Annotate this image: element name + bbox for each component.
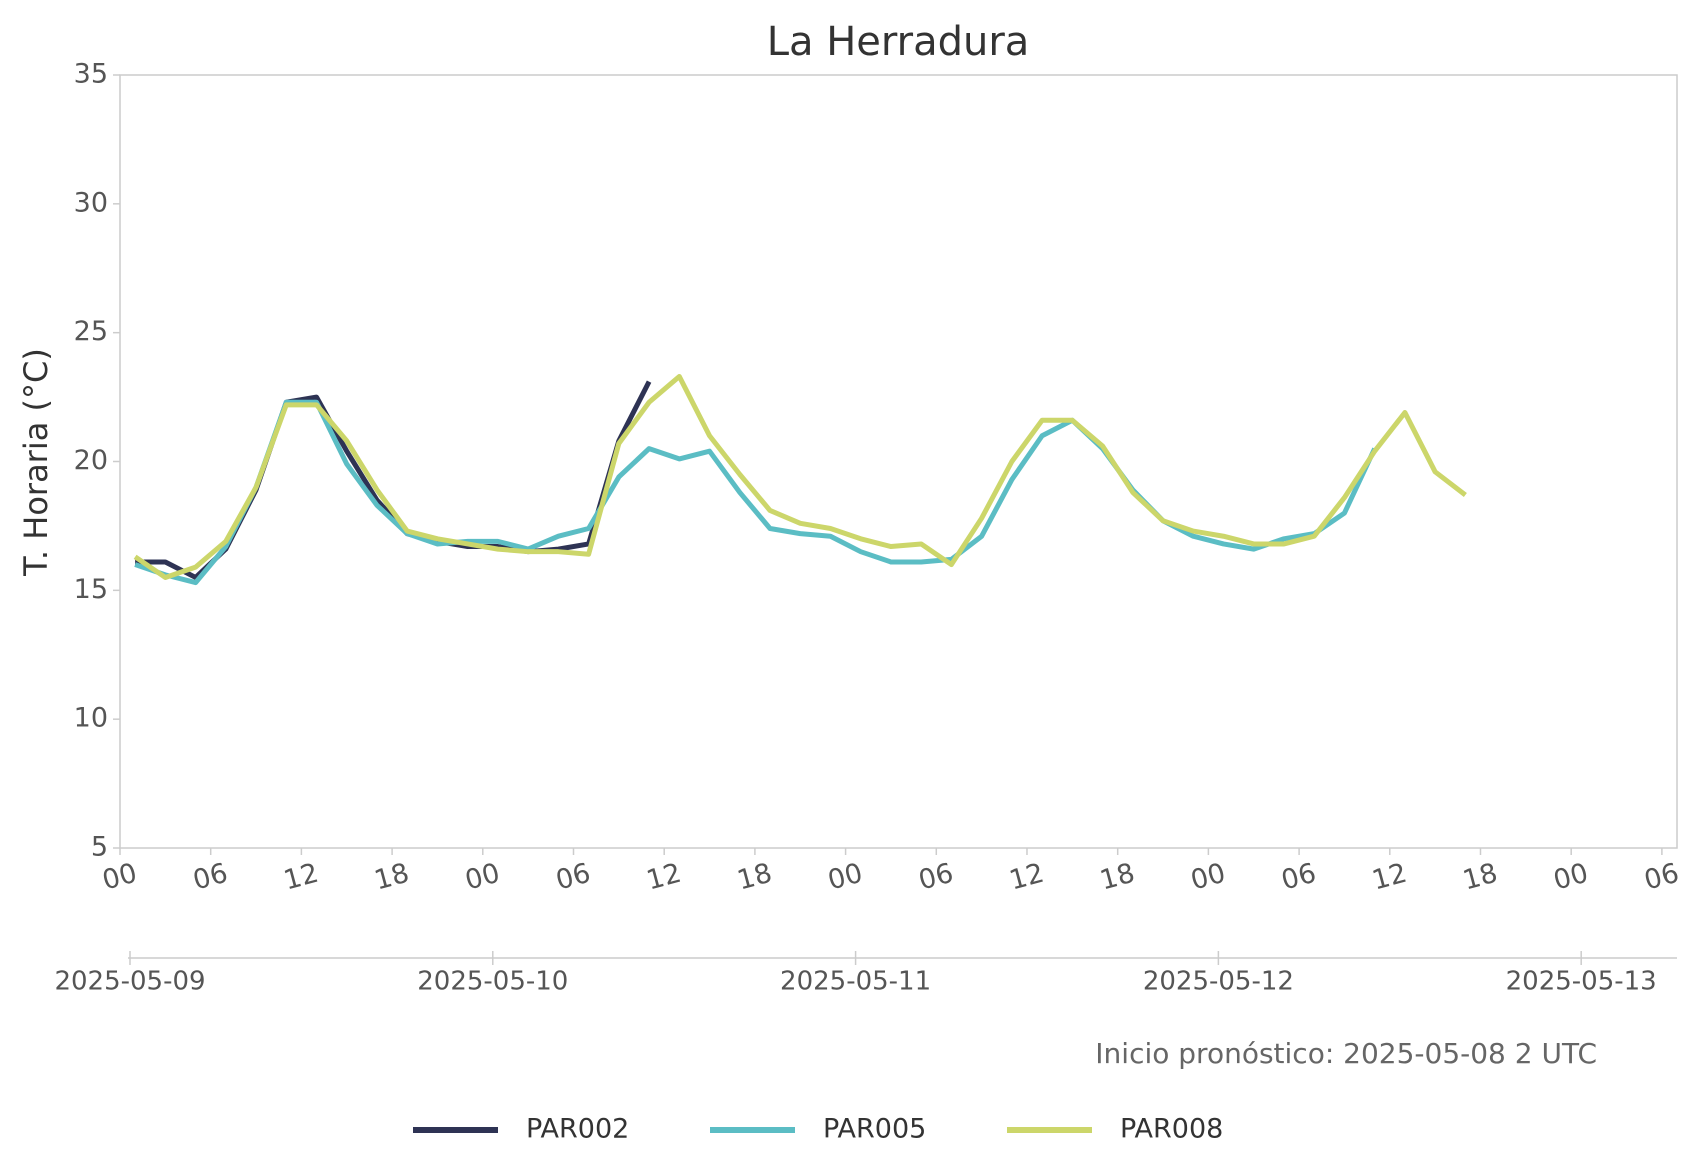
x-tick-label: 18 bbox=[1460, 858, 1501, 897]
x-tick-label: 06 bbox=[1278, 858, 1319, 897]
x-tick-label: 00 bbox=[99, 858, 140, 897]
date-tick-label: 2025-05-11 bbox=[780, 967, 931, 997]
y-tick-label: 25 bbox=[74, 316, 108, 347]
chart-title: La Herradura bbox=[767, 19, 1030, 65]
y-tick-label: 20 bbox=[74, 445, 108, 476]
x-tick-label: 18 bbox=[1097, 858, 1138, 897]
date-tick-label: 2025-05-10 bbox=[417, 967, 568, 997]
x-tick-label: 18 bbox=[371, 858, 412, 897]
x-tick-label: 00 bbox=[1550, 858, 1591, 897]
date-tick-label: 2025-05-09 bbox=[54, 967, 205, 997]
legend-label: PAR005 bbox=[823, 1114, 926, 1145]
x-tick-label: 00 bbox=[462, 858, 503, 897]
x-tick-label: 06 bbox=[915, 858, 956, 897]
x-tick-label: 18 bbox=[734, 858, 775, 897]
line bbox=[133, 373, 1467, 580]
x-tick-label: 12 bbox=[1006, 858, 1047, 897]
date-tick-label: 2025-05-13 bbox=[1506, 967, 1657, 997]
y-tick-label: 15 bbox=[74, 574, 108, 605]
x-tick-label: 12 bbox=[281, 858, 322, 897]
x-tick-label: 12 bbox=[1369, 858, 1410, 897]
y-tick-label: 35 bbox=[74, 59, 108, 90]
x-tick-label: 12 bbox=[643, 858, 684, 897]
x-tick-label: 06 bbox=[190, 858, 231, 897]
y-tick-label: 5 bbox=[91, 832, 108, 863]
legend-label: PAR002 bbox=[526, 1114, 629, 1145]
line bbox=[135, 380, 652, 580]
legend-label: PAR008 bbox=[1120, 1114, 1223, 1145]
y-tick-label: 30 bbox=[74, 187, 108, 218]
y-axis-label: T. Horaria (°C) bbox=[17, 348, 55, 577]
date-tick-label: 2025-05-12 bbox=[1143, 967, 1294, 997]
x-tick-label: 06 bbox=[1641, 858, 1682, 897]
x-tick-label: 00 bbox=[825, 858, 866, 897]
y-tick-label: 10 bbox=[74, 703, 108, 734]
annotation: Inicio pronóstico: 2025-05-08 2 UTC bbox=[1095, 1037, 1597, 1070]
x-tick-label: 06 bbox=[553, 858, 594, 897]
x-tick-label: 00 bbox=[1188, 858, 1229, 897]
